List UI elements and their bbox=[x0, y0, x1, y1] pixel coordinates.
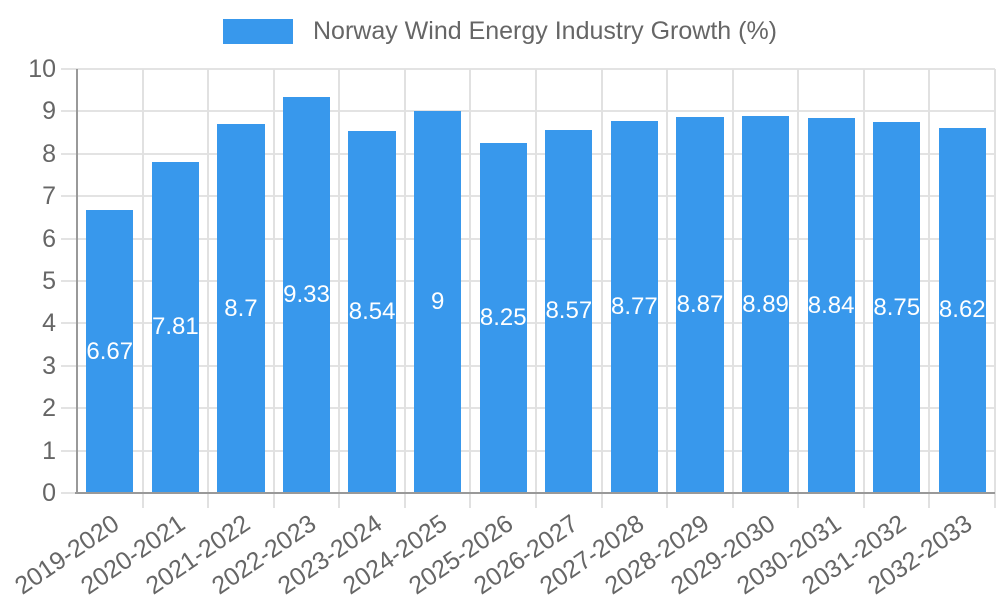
y-tick-label: 7 bbox=[42, 182, 56, 211]
legend[interactable]: Norway Wind Energy Industry Growth (%) bbox=[0, 17, 1000, 46]
y-tick-label: 6 bbox=[42, 224, 56, 253]
v-gridline bbox=[338, 69, 341, 508]
bar[interactable]: 8.87 bbox=[676, 116, 724, 493]
bar-value-label: 6.67 bbox=[86, 337, 134, 365]
h-gridline bbox=[61, 110, 995, 113]
bar-cell: 8.7 bbox=[208, 69, 274, 493]
bar-value-label: 8.87 bbox=[676, 290, 724, 318]
bar-value-label: 9 bbox=[430, 288, 445, 316]
y-tick-label: 5 bbox=[42, 267, 56, 295]
bar-value-label: 7.81 bbox=[151, 313, 199, 341]
bar[interactable]: 8.54 bbox=[348, 130, 396, 493]
y-axis-line bbox=[76, 69, 78, 493]
v-gridline bbox=[403, 69, 406, 508]
bar-cell: 8.87 bbox=[667, 69, 733, 493]
bar[interactable]: 8.57 bbox=[545, 129, 593, 493]
bar-value-label: 8.75 bbox=[873, 293, 921, 321]
v-gridline bbox=[272, 69, 275, 508]
plot-area: 6.67 7.81 8.7 9.33 8.54 9 8.25 8.57 8.77 8.87 8.89… bbox=[10, 55, 996, 600]
bar-value-label: 9.33 bbox=[283, 281, 330, 309]
legend-swatch[interactable] bbox=[222, 19, 293, 44]
h-gridline bbox=[61, 280, 995, 282]
v-gridline bbox=[207, 69, 210, 508]
h-gridline bbox=[61, 68, 995, 70]
v-gridline bbox=[994, 69, 996, 508]
bar-value-label: 8.84 bbox=[807, 291, 855, 319]
bar[interactable]: 7.81 bbox=[151, 161, 199, 493]
v-gridline bbox=[862, 69, 865, 508]
y-tick-label: 4 bbox=[42, 309, 56, 338]
bar-value-label: 8.7 bbox=[224, 294, 258, 322]
h-gridline bbox=[61, 195, 995, 198]
bar-cell: 8.62 bbox=[930, 69, 996, 493]
bar-value-label: 8.89 bbox=[742, 290, 789, 318]
bar-value-label: 8.62 bbox=[938, 296, 986, 324]
v-gridline bbox=[141, 69, 144, 508]
bar-cell: 8.54 bbox=[339, 69, 405, 493]
v-gridline bbox=[928, 69, 931, 508]
bar-cell: 9 bbox=[405, 69, 471, 493]
h-gridline bbox=[61, 322, 995, 325]
bar-cell: 8.75 bbox=[864, 69, 930, 493]
bar[interactable]: 8.89 bbox=[741, 116, 790, 493]
legend-label[interactable]: Norway Wind Energy Industry Growth (%) bbox=[312, 17, 778, 45]
v-gridline bbox=[469, 69, 472, 508]
y-tick-label: 1 bbox=[42, 436, 56, 465]
v-gridline bbox=[731, 69, 734, 508]
bar-cell: 8.89 bbox=[733, 69, 799, 493]
bar[interactable]: 8.25 bbox=[479, 143, 527, 493]
y-tick-label: 3 bbox=[42, 351, 56, 380]
bar-value-label: 8.25 bbox=[479, 304, 527, 332]
bar-cell: 8.57 bbox=[536, 69, 602, 493]
bar[interactable]: 9 bbox=[414, 111, 462, 493]
h-gridline bbox=[61, 407, 995, 410]
y-tick-label: 2 bbox=[42, 394, 56, 423]
bar-cell: 7.81 bbox=[143, 69, 209, 493]
v-gridline bbox=[797, 69, 800, 508]
bar-value-label: 8.54 bbox=[348, 297, 396, 325]
y-tick-label: 0 bbox=[42, 479, 56, 507]
v-gridline bbox=[535, 69, 537, 508]
bar-cell: 6.67 bbox=[77, 69, 143, 493]
bar-value-label: 8.57 bbox=[545, 297, 593, 325]
bar[interactable]: 8.77 bbox=[610, 121, 658, 493]
v-gridline bbox=[666, 69, 669, 508]
bar[interactable]: 8.7 bbox=[217, 124, 265, 493]
bar[interactable]: 9.33 bbox=[282, 97, 331, 493]
bar-cell: 8.84 bbox=[798, 69, 864, 493]
y-tick-label: 9 bbox=[42, 97, 56, 126]
bar[interactable]: 8.75 bbox=[873, 122, 921, 493]
bars-layer: 6.67 7.81 8.7 9.33 8.54 9 8.25 8.57 8.77 8.87 8.89… bbox=[77, 69, 995, 493]
x-axis-line bbox=[75, 492, 995, 494]
h-gridline bbox=[61, 449, 995, 452]
bar-cell: 8.77 bbox=[602, 69, 668, 493]
bar-cell: 8.25 bbox=[470, 69, 536, 493]
h-gridline bbox=[61, 152, 995, 155]
h-gridline bbox=[61, 237, 995, 240]
bar-cell: 9.33 bbox=[274, 69, 340, 493]
y-tick-label: 10 bbox=[28, 55, 56, 83]
h-gridline bbox=[61, 364, 995, 367]
y-tick-label: 8 bbox=[42, 139, 56, 168]
bar[interactable]: 8.84 bbox=[807, 118, 855, 493]
bar-value-label: 8.77 bbox=[611, 293, 658, 321]
bar[interactable]: 6.67 bbox=[86, 210, 134, 493]
v-gridline bbox=[600, 69, 603, 508]
bar[interactable]: 8.62 bbox=[938, 127, 986, 493]
